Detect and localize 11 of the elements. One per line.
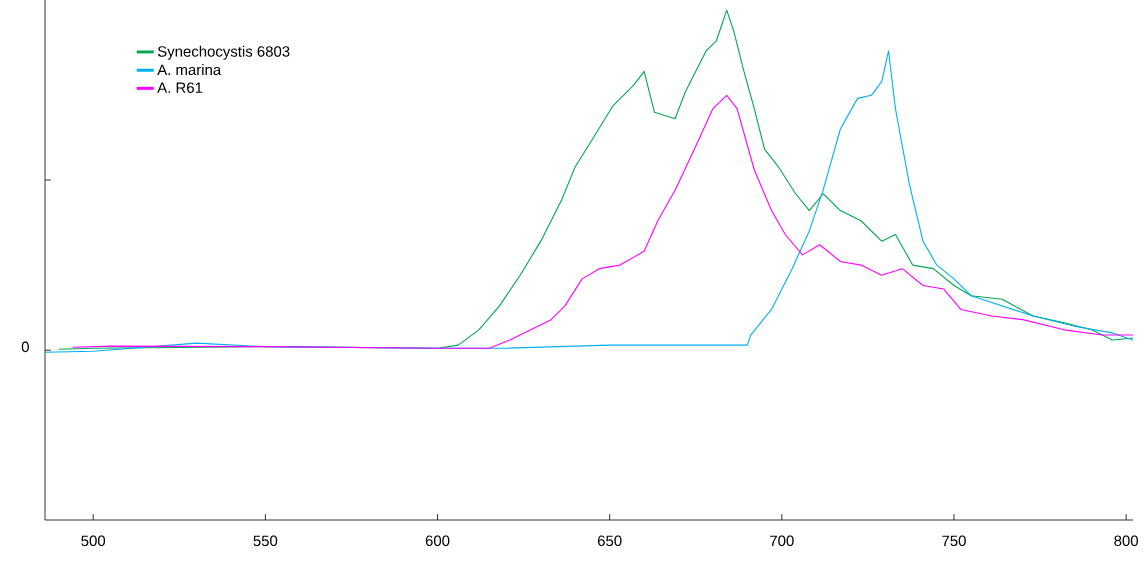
x-tick-label: 700 <box>770 535 794 547</box>
x-tick-label: 800 <box>1114 535 1138 547</box>
legend-label: A. R61 <box>157 82 203 93</box>
x-tick-label: 650 <box>597 535 622 547</box>
x-tick-label: 600 <box>425 535 450 547</box>
text: 0 <box>21 341 29 353</box>
x-tick-label: 550 <box>253 535 278 547</box>
legend-label: Synechocystis 6803 <box>157 45 290 60</box>
x-tick-label: 500 <box>81 535 106 547</box>
x-tick-label: 750 <box>942 535 966 547</box>
legend-label: A. marina <box>157 64 222 76</box>
